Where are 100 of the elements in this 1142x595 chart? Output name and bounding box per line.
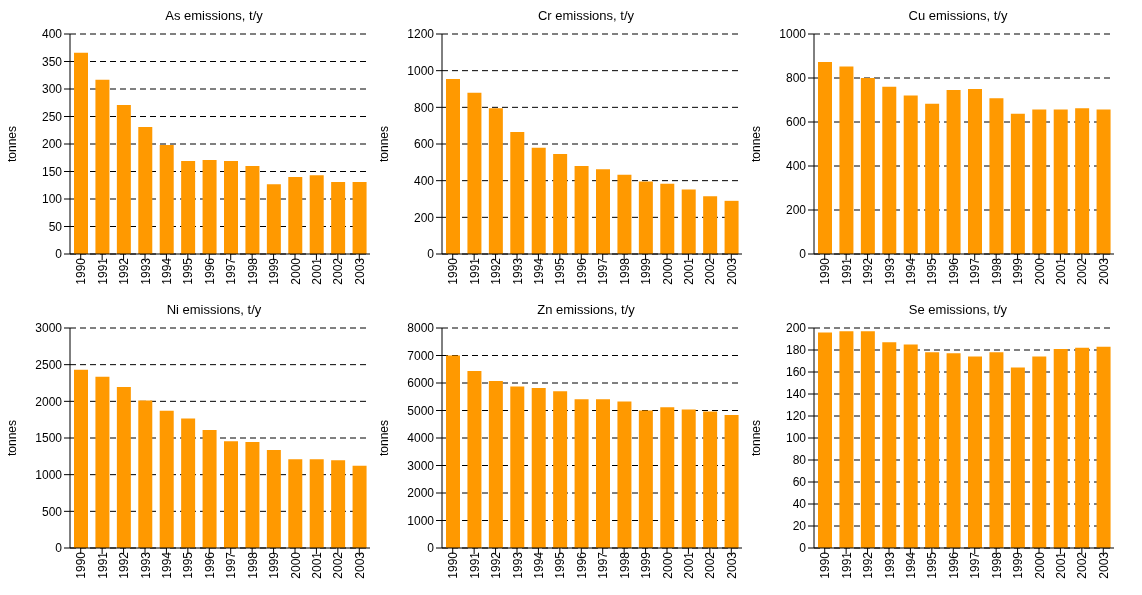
chart-title: Cu emissions, t/y: [907, 8, 1009, 25]
bar: [467, 92, 482, 254]
bar: [1010, 113, 1025, 254]
x-tick-label: 1992: [489, 551, 504, 579]
x-tick-label: 1993: [138, 551, 153, 579]
chart-title: Se emissions, t/y: [907, 302, 1009, 319]
x-tick-label: 1997: [224, 257, 239, 285]
bar: [553, 391, 568, 548]
y-tick-label: 50: [48, 219, 63, 234]
bar: [839, 331, 854, 548]
x-tick-label: 1995: [925, 257, 940, 285]
y-tick-label: 1500: [35, 431, 63, 446]
bar: [596, 169, 610, 254]
y-tick-label: 2000: [407, 486, 435, 501]
x-tick-label: 2001: [681, 551, 696, 579]
bar: [1075, 347, 1090, 548]
bar: [925, 352, 940, 548]
x-tick-label: 1996: [574, 551, 589, 579]
x-tick-label: 1992: [861, 551, 876, 579]
x-tick-label: 1990: [446, 257, 461, 285]
bar: [510, 386, 525, 548]
bar: [467, 370, 482, 548]
x-tick-label: 2002: [703, 257, 718, 285]
bar: [202, 159, 217, 254]
x-tick-label: 2001: [309, 257, 324, 285]
bar: [617, 401, 632, 548]
y-tick-label: 100: [41, 192, 63, 207]
x-tick-label: 1996: [946, 257, 961, 285]
bar: [989, 352, 1004, 548]
y-axis-title: tonnes: [377, 419, 392, 457]
y-tick-label: 0: [55, 247, 63, 262]
x-tick-label: 1999: [1011, 257, 1026, 285]
bar: [1053, 348, 1068, 548]
x-tick-label: 1991: [467, 257, 482, 285]
bar: [266, 184, 281, 254]
x-tick-label: 1998: [617, 257, 632, 285]
x-tick-label: 1990: [74, 551, 89, 579]
bar: [703, 196, 718, 254]
bar: [946, 90, 961, 254]
x-tick-label: 1993: [510, 551, 525, 579]
x-tick-label: 2003: [1096, 551, 1111, 579]
x-tick-label: 1994: [159, 551, 174, 579]
bar: [446, 355, 460, 548]
y-axis-title: tonnes: [749, 419, 764, 457]
bar: [531, 387, 546, 548]
chart-title: Ni emissions, t/y: [165, 302, 263, 319]
bar: [860, 78, 875, 254]
x-tick-label: 2000: [1032, 551, 1047, 579]
y-tick-label: 0: [799, 541, 807, 556]
bar: [1032, 356, 1047, 548]
bar: [352, 465, 367, 548]
y-tick-label: 300: [41, 82, 63, 97]
x-tick-label: 1992: [117, 257, 132, 285]
bar: [903, 344, 918, 548]
y-tick-label: 1000: [407, 513, 435, 528]
x-tick-label: 1992: [861, 257, 876, 285]
bar: [245, 166, 260, 254]
x-tick-label: 1997: [596, 551, 611, 579]
y-tick-label: 40: [792, 497, 807, 512]
y-tick-label: 3000: [407, 458, 435, 473]
bar: [331, 460, 346, 548]
bar: [617, 174, 632, 254]
bar: [1010, 367, 1025, 548]
bar: [818, 61, 832, 254]
bar: [116, 387, 131, 548]
y-tick-label: 400: [41, 27, 63, 42]
x-tick-label: 2002: [1075, 257, 1090, 285]
bar: [1096, 109, 1111, 254]
bar: [638, 181, 653, 254]
x-tick-label: 2001: [681, 257, 696, 285]
x-tick-label: 1994: [903, 257, 918, 285]
y-tick-label: 80: [792, 453, 807, 468]
x-tick-label: 1993: [882, 257, 897, 285]
x-tick-label: 1993: [138, 257, 153, 285]
bar: [660, 183, 675, 254]
x-tick-label: 1992: [489, 257, 504, 285]
x-tick-label: 1998: [245, 257, 260, 285]
y-tick-label: 250: [41, 109, 63, 124]
x-tick-label: 1994: [159, 257, 174, 285]
x-tick-label: 1998: [245, 551, 260, 579]
bar: [989, 98, 1004, 254]
x-tick-label: 2003: [1096, 257, 1111, 285]
y-tick-label: 5000: [407, 403, 435, 418]
x-tick-label: 1996: [946, 551, 961, 579]
bar: [224, 161, 238, 254]
bar: [968, 89, 982, 254]
bar: [968, 356, 982, 548]
y-tick-label: 1200: [407, 27, 435, 42]
bar: [553, 154, 568, 254]
y-tick-label: 60: [792, 475, 807, 490]
y-axis-title: tonnes: [377, 125, 392, 163]
x-tick-label: 1999: [267, 257, 282, 285]
x-tick-label: 1991: [839, 257, 854, 285]
y-tick-label: 1000: [779, 27, 807, 42]
y-tick-label: 400: [785, 159, 807, 174]
x-tick-label: 2000: [288, 551, 303, 579]
y-tick-label: 0: [799, 247, 807, 262]
bar: [574, 399, 589, 548]
x-tick-label: 1998: [617, 551, 632, 579]
y-tick-label: 200: [41, 137, 63, 152]
